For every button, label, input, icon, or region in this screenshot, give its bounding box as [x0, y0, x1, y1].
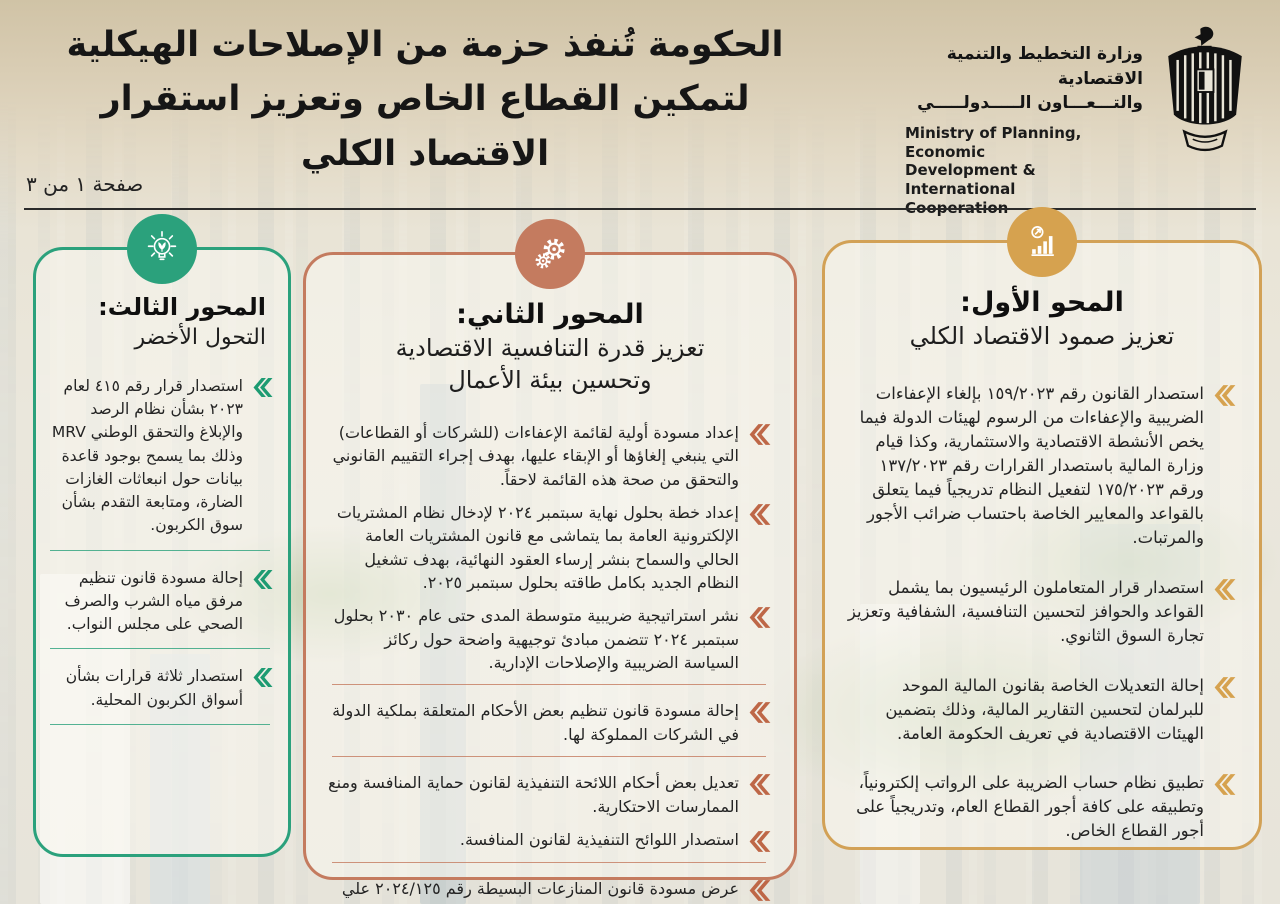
axis-card-third: المحور الثالث: التحول الأخضر استصدار قرا… [33, 214, 291, 857]
list-item-text: تعديل بعض أحكام اللائحة التنفيذية لقانون… [328, 773, 739, 816]
axis-first-badge [1007, 207, 1077, 277]
list-item: إعداد مسودة أولية لقائمة الإعفاءات (للشر… [326, 421, 772, 491]
axis-third-badge [127, 214, 197, 284]
list-item: استصدار قرار رقم ٤١٥ لعام ٢٠٢٣ بشأن نظام… [46, 375, 274, 538]
list-item: إحالة مسودة قانون تنظيم بعض الأحكام المت… [326, 699, 772, 746]
ministry-name-arabic: وزارة التخطيط والتنمية الاقتصادية والتــ… [917, 44, 1143, 114]
axis-second-header: المحور الثاني: تعزيز قدرة التنافسية الاق… [306, 255, 794, 407]
list-item: عرض مسودة قانون المنازعات البسيطة رقم ٢٠… [326, 877, 772, 904]
page-title-line: الاقتصاد الكلي [300, 133, 550, 174]
axis-third-items: استصدار قرار رقم ٤١٥ لعام ٢٠٢٣ بشأن نظام… [36, 359, 288, 725]
axis-first-subtitle: تعزيز صمود الاقتصاد الكلي [909, 322, 1175, 351]
axis-first-header: المحو الأول: تعزيز صمود الاقتصاد الكلي [825, 243, 1259, 362]
list-item-text: عرض مسودة قانون المنازعات البسيطة رقم ٢٠… [341, 878, 739, 904]
chevrons-left-icon [749, 831, 771, 852]
ministry-names: وزارة التخطيط والتنمية الاقتصادية والتــ… [905, 26, 1143, 218]
list-item-text: إحالة مسودة قانون تنظيم بعض الأحكام المت… [332, 701, 739, 744]
list-item: تطبيق نظام حساب الضريبة على الرواتب إلكت… [845, 771, 1237, 843]
list-item: استصدار ثلاثة قرارات بشأن أسواق الكربون … [46, 665, 274, 712]
chevrons-left-icon [1214, 774, 1236, 796]
chevrons-left-icon [749, 504, 771, 525]
axis-second-items: إعداد مسودة أولية لقائمة الإعفاءات (للشر… [306, 407, 794, 904]
axis-third-subtitle: التحول الأخضر [134, 325, 266, 351]
item-divider [332, 756, 766, 758]
item-divider [50, 549, 270, 551]
chevrons-left-icon [253, 668, 273, 688]
list-item-text: استصدار اللوائح التنفيذية لقانون المنافس… [459, 829, 739, 849]
growth-chart-icon [1031, 226, 1054, 256]
axis-third-header: المحور الثالث: التحول الأخضر [36, 250, 288, 359]
page-title-line: لتمكين القطاع الخاص وتعزيز استقرار [100, 79, 750, 120]
item-divider [50, 648, 270, 650]
list-item-text: إعداد مسودة أولية لقائمة الإعفاءات (للشر… [332, 422, 739, 489]
item-divider [50, 723, 270, 725]
list-item-text: استصدار قرار المتعاملون الرئيسيون بما يش… [847, 577, 1204, 645]
list-item-text: نشر استراتيجية ضريبية متوسطة المدى حتى ع… [333, 606, 739, 673]
gears-icon [535, 238, 565, 269]
list-item: نشر استراتيجية ضريبية متوسطة المدى حتى ع… [326, 604, 772, 674]
list-item: إعداد خطة بحلول نهاية سبتمبر ٢٠٢٤ لإدخال… [326, 501, 772, 594]
ministry-brand: وزارة التخطيط والتنمية الاقتصادية والتــ… [905, 26, 1260, 218]
chevrons-left-icon [749, 702, 771, 724]
egypt-eagle-emblem-icon [1168, 26, 1242, 152]
chevrons-left-icon [1214, 579, 1236, 600]
chevrons-left-icon [749, 880, 771, 901]
ministry-name-english: Ministry of Planning, Economic Developme… [905, 123, 1082, 217]
list-item: استصدار القانون رقم ١٥٩/٢٠٢٣ بإلغاء الإع… [845, 382, 1237, 549]
chevrons-left-icon [749, 774, 771, 796]
page-title-line: الحكومة تُنفذ حزمة من الإصلاحات الهيكلية [66, 25, 784, 65]
axis-second-subtitle: تعزيز قدرة التنافسية الاقتصادية وتحسين ب… [395, 334, 705, 395]
axis-second-badge [515, 219, 585, 289]
list-item: استصدار قرار المتعاملون الرئيسيون بما يش… [845, 576, 1237, 648]
list-item-text: استصدار القانون رقم ١٥٩/٢٠٢٣ بإلغاء الإع… [859, 384, 1204, 548]
axis-card-first: المحو الأول: تعزيز صمود الاقتصاد الكلي ا… [822, 207, 1262, 850]
chevrons-left-icon [1214, 385, 1236, 407]
list-item-text: تطبيق نظام حساب الضريبة على الرواتب إلكت… [856, 773, 1204, 841]
list-item-text: إعداد خطة بحلول نهاية سبتمبر ٢٠٢٤ لإدخال… [336, 502, 739, 593]
item-divider [332, 684, 766, 686]
axis-card-second: المحور الثاني: تعزيز قدرة التنافسية الاق… [303, 219, 797, 904]
axis-first-items: استصدار القانون رقم ١٥٩/٢٠٢٣ بإلغاء الإع… [825, 362, 1259, 843]
chevrons-left-icon [749, 423, 771, 445]
list-item-text: إحالة التعديلات الخاصة بقانون المالية ال… [885, 675, 1204, 743]
list-item-text: استصدار قرار رقم ٤١٥ لعام ٢٠٢٣ بشأن نظام… [51, 376, 243, 535]
list-item-text: استصدار ثلاثة قرارات بشأن أسواق الكربون … [65, 667, 243, 709]
eco-lightbulb-icon [147, 230, 177, 261]
page-title: الحكومة تُنفذ حزمة من الإصلاحات الهيكلية… [30, 18, 820, 181]
item-divider [332, 861, 766, 863]
chevrons-left-icon [1214, 676, 1236, 698]
header-divider [24, 208, 1256, 210]
chevrons-left-icon [749, 607, 771, 629]
list-item: إحالة التعديلات الخاصة بقانون المالية ال… [845, 674, 1237, 746]
list-item: إحالة مسودة قانون تنظيم مرفق مياه الشرب … [46, 567, 274, 637]
list-item: استصدار اللوائح التنفيذية لقانون المنافس… [326, 828, 772, 852]
list-item: تعديل بعض أحكام اللائحة التنفيذية لقانون… [326, 771, 772, 818]
page-number-label: صفحة ١ من ٣ [26, 172, 144, 196]
chevrons-left-icon [253, 377, 273, 397]
axis-second-title: المحور الثاني: [456, 299, 644, 330]
list-item-text: إحالة مسودة قانون تنظيم مرفق مياه الشرب … [64, 568, 243, 634]
chevrons-left-icon [253, 569, 273, 589]
axis-first-title: المحو الأول: [960, 287, 1124, 318]
axis-third-title: المحور الثالث: [98, 293, 266, 321]
